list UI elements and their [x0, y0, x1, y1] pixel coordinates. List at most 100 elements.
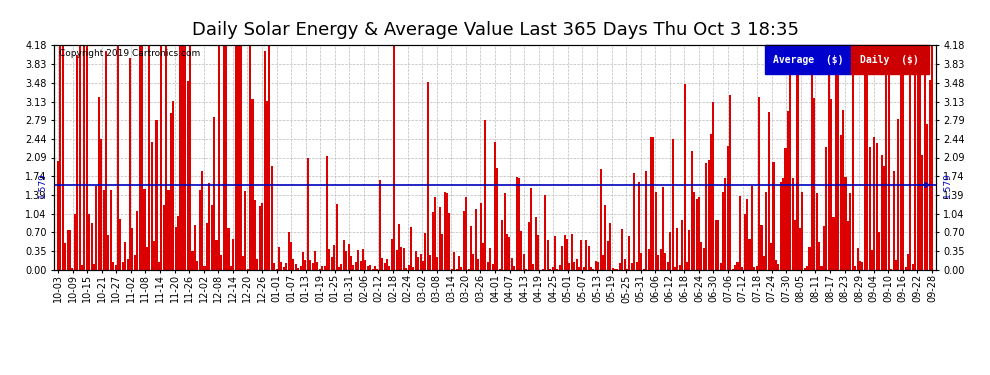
Bar: [588, 246, 590, 270]
Text: Average  ($): Average ($): [772, 55, 843, 64]
Bar: [575, 259, 577, 270]
Text: Daily  ($): Daily ($): [860, 55, 919, 64]
Bar: [600, 169, 602, 270]
Bar: [818, 242, 820, 270]
Bar: [170, 112, 172, 270]
Bar: [300, 266, 302, 270]
Bar: [153, 242, 155, 270]
Bar: [679, 265, 681, 270]
Bar: [509, 237, 511, 270]
Bar: [132, 228, 134, 270]
Bar: [66, 230, 68, 270]
Bar: [748, 238, 750, 270]
Bar: [814, 98, 816, 270]
Bar: [722, 192, 724, 270]
Bar: [919, 70, 921, 270]
Bar: [462, 211, 465, 270]
Bar: [448, 213, 450, 270]
Bar: [336, 204, 338, 270]
Bar: [201, 171, 203, 270]
Bar: [204, 266, 206, 270]
Bar: [542, 269, 545, 270]
Bar: [844, 177, 846, 270]
Bar: [499, 269, 501, 270]
Bar: [686, 262, 688, 270]
Bar: [797, 63, 799, 270]
Bar: [245, 190, 247, 270]
Bar: [329, 249, 331, 270]
Bar: [492, 264, 494, 270]
Bar: [155, 120, 157, 270]
Bar: [662, 187, 664, 270]
Bar: [98, 98, 100, 270]
Bar: [388, 266, 390, 270]
Bar: [179, 45, 181, 270]
Bar: [924, 45, 926, 270]
Bar: [422, 261, 424, 270]
Bar: [619, 263, 621, 270]
Bar: [475, 209, 477, 270]
Bar: [727, 146, 729, 270]
Bar: [184, 45, 186, 270]
Bar: [230, 266, 232, 270]
Bar: [88, 214, 90, 270]
Bar: [544, 195, 546, 270]
Bar: [386, 259, 388, 270]
Bar: [199, 190, 201, 270]
Bar: [455, 269, 457, 270]
Bar: [720, 263, 722, 270]
Bar: [511, 258, 513, 270]
Bar: [792, 178, 794, 270]
Bar: [86, 45, 88, 270]
Bar: [605, 205, 607, 270]
Bar: [583, 267, 585, 270]
Bar: [780, 182, 782, 270]
Bar: [900, 45, 902, 270]
Bar: [417, 257, 419, 270]
Bar: [516, 177, 518, 270]
Bar: [888, 60, 890, 270]
Bar: [912, 264, 914, 270]
Bar: [842, 110, 844, 270]
Bar: [369, 264, 371, 270]
Bar: [681, 220, 683, 270]
Bar: [863, 45, 865, 270]
Bar: [917, 45, 919, 270]
Bar: [71, 268, 73, 270]
Bar: [657, 255, 659, 270]
Bar: [902, 45, 904, 270]
Bar: [237, 45, 240, 270]
Bar: [763, 256, 765, 270]
Bar: [458, 256, 460, 270]
Bar: [437, 256, 439, 270]
Bar: [223, 45, 225, 270]
Bar: [139, 45, 141, 270]
Bar: [379, 180, 381, 270]
Bar: [285, 262, 287, 270]
Bar: [518, 178, 520, 270]
Bar: [794, 220, 796, 270]
Bar: [453, 252, 455, 270]
Bar: [750, 186, 753, 270]
Bar: [742, 267, 743, 270]
Bar: [787, 111, 789, 270]
Bar: [760, 225, 762, 270]
Bar: [83, 45, 85, 270]
Bar: [309, 260, 311, 270]
Bar: [357, 250, 359, 270]
Text: Daily Solar Energy & Average Value Last 365 Days Thu Oct 3 18:35: Daily Solar Energy & Average Value Last …: [191, 21, 799, 39]
Bar: [556, 269, 558, 270]
Bar: [129, 58, 131, 270]
Bar: [535, 217, 537, 270]
Bar: [624, 260, 626, 270]
Bar: [708, 160, 710, 270]
Bar: [189, 45, 191, 270]
Bar: [100, 139, 102, 270]
Bar: [910, 45, 912, 270]
Bar: [477, 259, 479, 270]
Bar: [849, 193, 851, 270]
Bar: [127, 259, 129, 270]
Bar: [897, 119, 899, 270]
Bar: [926, 124, 929, 270]
Bar: [326, 156, 328, 270]
